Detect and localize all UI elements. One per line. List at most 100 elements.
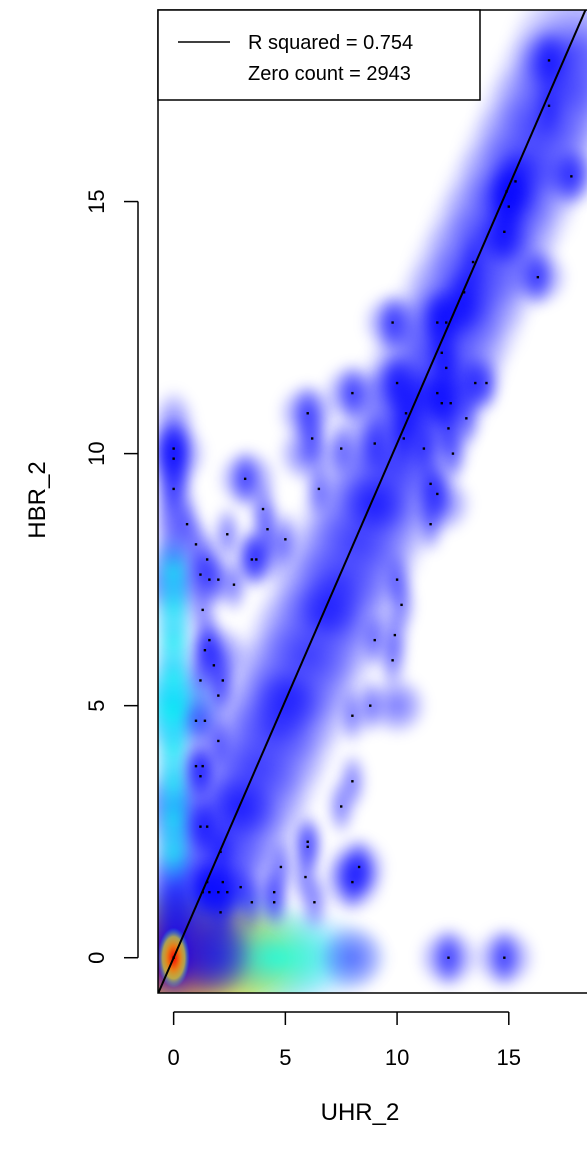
data-point xyxy=(514,180,517,183)
data-point xyxy=(172,447,175,450)
x-tick-label: 10 xyxy=(385,1045,409,1070)
data-point xyxy=(547,59,551,62)
data-point xyxy=(436,321,439,324)
y-tick-label: 10 xyxy=(84,441,109,465)
data-point xyxy=(317,487,321,491)
data-point xyxy=(400,603,403,607)
data-point xyxy=(357,865,361,869)
data-point xyxy=(203,649,207,652)
data-point xyxy=(391,321,394,324)
data-point xyxy=(201,608,204,612)
data-point xyxy=(250,558,254,561)
data-point xyxy=(429,522,432,526)
data-point xyxy=(445,321,448,324)
data-point xyxy=(373,442,376,445)
data-point xyxy=(547,104,551,107)
y-tick-label: 5 xyxy=(84,700,109,712)
data-point xyxy=(306,412,309,415)
data-point xyxy=(485,381,488,385)
data-point xyxy=(208,578,211,581)
data-point xyxy=(436,492,439,496)
data-point xyxy=(199,825,202,828)
legend-box xyxy=(157,9,481,101)
data-point xyxy=(451,452,455,455)
data-point xyxy=(393,633,397,637)
data-point xyxy=(219,911,222,914)
data-point xyxy=(340,447,343,450)
data-point xyxy=(306,840,309,843)
data-point xyxy=(440,351,443,354)
data-point xyxy=(570,175,573,178)
data-point xyxy=(221,679,224,682)
density-layer xyxy=(158,10,587,993)
data-point xyxy=(369,704,372,707)
data-point xyxy=(471,260,475,264)
points-layer xyxy=(172,59,573,959)
data-point xyxy=(536,275,540,279)
data-point xyxy=(440,402,443,405)
y-axis: 0 5 10 15 xyxy=(84,189,139,964)
legend: R squared = 0.754 Zero count = 2943 xyxy=(157,9,481,101)
data-point xyxy=(201,764,204,768)
x-axis-title: UHR_2 xyxy=(321,1099,400,1126)
data-point xyxy=(205,558,209,561)
y-tick-label: 0 xyxy=(84,952,109,964)
data-point xyxy=(503,230,506,234)
data-point xyxy=(232,583,236,586)
data-point xyxy=(272,901,276,904)
data-point xyxy=(391,659,394,662)
data-point xyxy=(261,507,265,511)
data-point xyxy=(279,865,283,869)
data-point xyxy=(226,890,229,894)
fit-line xyxy=(158,10,587,993)
y-axis-title: HBR_2 xyxy=(24,461,51,538)
data-point xyxy=(239,885,242,889)
data-point xyxy=(250,901,254,904)
data-point xyxy=(462,291,466,294)
data-point xyxy=(404,412,408,415)
density-cluster xyxy=(317,923,387,993)
data-point xyxy=(351,391,354,395)
data-point xyxy=(313,901,316,904)
data-point xyxy=(304,875,307,879)
data-point xyxy=(351,780,354,783)
data-point xyxy=(395,381,399,385)
data-point xyxy=(194,764,198,768)
data-point xyxy=(243,477,247,481)
data-point xyxy=(226,533,229,536)
data-point xyxy=(351,880,354,884)
data-point xyxy=(445,366,448,370)
data-point xyxy=(194,543,198,546)
data-point xyxy=(172,457,175,460)
fit-line-layer xyxy=(158,10,587,993)
data-point xyxy=(503,956,506,959)
data-point xyxy=(221,880,224,884)
data-point xyxy=(422,447,426,450)
x-tick-label: 15 xyxy=(497,1045,521,1070)
data-point xyxy=(217,890,220,894)
data-point xyxy=(402,437,405,440)
data-point xyxy=(205,825,209,828)
data-point xyxy=(255,558,258,561)
data-point xyxy=(474,381,477,385)
data-point xyxy=(429,482,432,486)
y-tick-label: 15 xyxy=(84,189,109,213)
x-axis: 0 5 10 15 xyxy=(168,1011,521,1070)
data-point xyxy=(199,679,202,682)
data-point xyxy=(212,664,216,667)
x-tick-label: 0 xyxy=(168,1045,180,1070)
data-point xyxy=(272,890,276,894)
data-point xyxy=(465,417,468,420)
legend-zero-count: Zero count = 2943 xyxy=(248,63,411,85)
legend-r-squared: R squared = 0.754 xyxy=(248,32,413,54)
x-tick-label: 5 xyxy=(279,1045,291,1070)
data-point xyxy=(447,427,450,430)
data-point xyxy=(395,578,399,581)
data-point xyxy=(172,487,175,491)
data-point xyxy=(447,956,450,959)
data-point xyxy=(208,890,211,894)
data-point xyxy=(284,538,287,541)
data-point xyxy=(208,638,211,642)
data-point xyxy=(217,694,220,697)
data-point xyxy=(340,805,343,808)
